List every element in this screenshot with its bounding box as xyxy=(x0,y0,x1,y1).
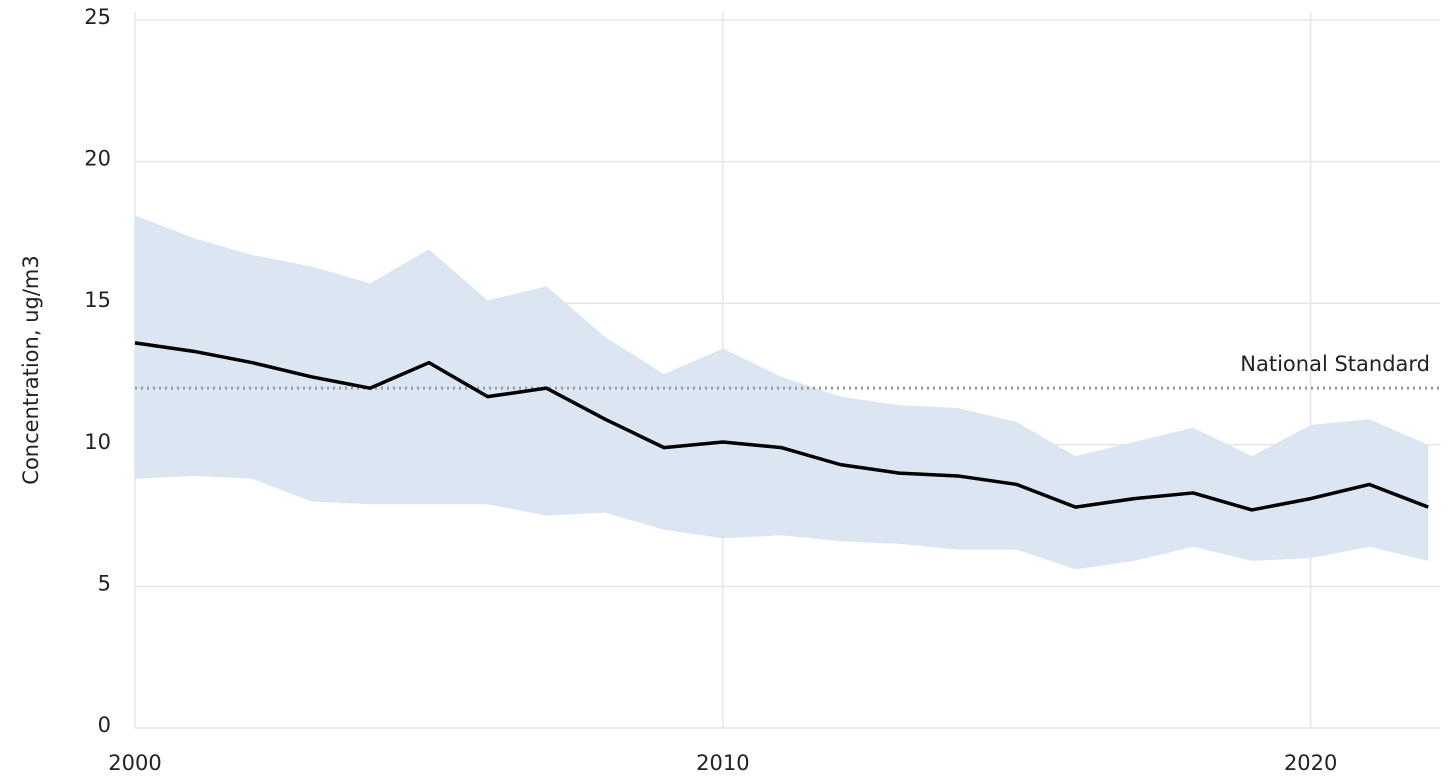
data-line xyxy=(134,341,1429,512)
y-tick-label: 25 xyxy=(84,5,111,29)
y-tick-label: 0 xyxy=(98,713,111,737)
x-tick-label: 2000 xyxy=(108,751,161,775)
reference-label: National Standard xyxy=(1240,352,1430,376)
range-band xyxy=(135,215,1429,570)
y-tick-label: 10 xyxy=(84,430,111,454)
x-tick-label: 2010 xyxy=(696,751,749,775)
y-tick-label: 20 xyxy=(84,147,111,171)
y-tick-label: 15 xyxy=(84,288,111,312)
y-tick-label: 5 xyxy=(98,571,111,595)
y-axis-label: Concentration, ug/m3 xyxy=(19,255,43,484)
x-tick-label: 2020 xyxy=(1284,751,1337,775)
